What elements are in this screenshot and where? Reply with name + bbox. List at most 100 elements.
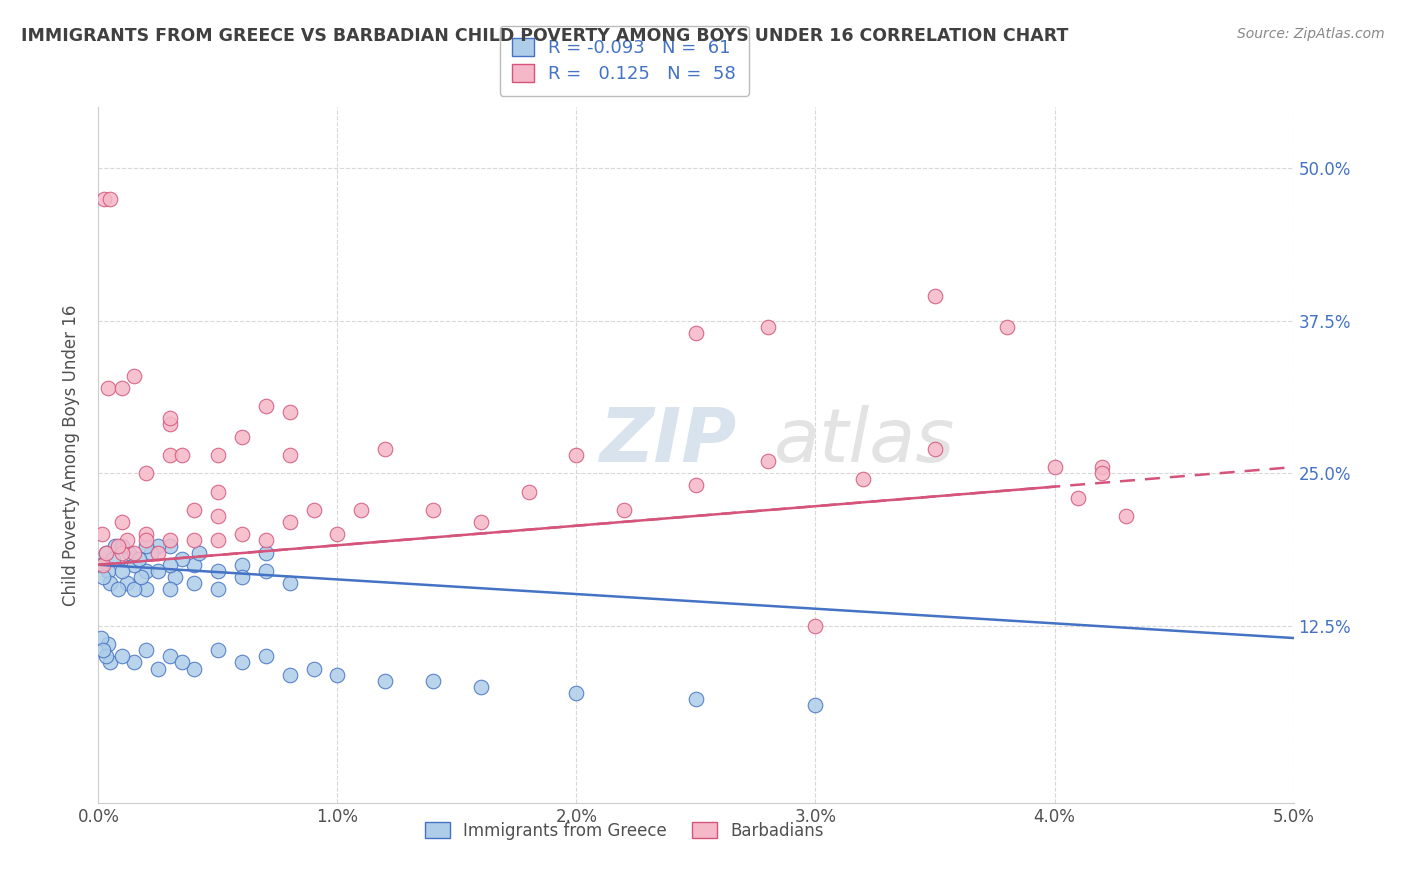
Point	[111, 540, 134, 554]
Point	[207, 533, 229, 548]
Point	[374, 673, 396, 688]
Point	[91, 558, 114, 572]
Point	[278, 576, 301, 591]
Point	[187, 545, 209, 559]
Point	[91, 570, 114, 584]
Point	[183, 661, 205, 675]
Point	[118, 545, 141, 559]
Point	[326, 527, 349, 541]
Point	[756, 454, 779, 468]
Point	[128, 551, 150, 566]
Point	[159, 582, 181, 597]
Point	[183, 558, 205, 572]
Point	[111, 649, 134, 664]
Point	[159, 558, 181, 572]
Point	[94, 649, 117, 664]
Point	[91, 527, 114, 541]
Point	[124, 656, 146, 670]
Point	[207, 448, 229, 462]
Point	[254, 533, 277, 548]
Point	[254, 545, 277, 559]
Point	[1091, 467, 1114, 481]
Text: ZIP: ZIP	[600, 404, 738, 477]
Point	[98, 576, 122, 591]
Point	[115, 576, 138, 591]
Point	[183, 576, 205, 591]
Point	[159, 417, 181, 432]
Point	[1043, 460, 1066, 475]
Point	[565, 448, 588, 462]
Point	[94, 545, 117, 559]
Point	[159, 448, 181, 462]
Point	[135, 533, 157, 548]
Point	[1067, 491, 1090, 505]
Point	[924, 289, 946, 303]
Point	[172, 448, 194, 462]
Point	[302, 503, 325, 517]
Point	[159, 411, 181, 425]
Point	[374, 442, 396, 456]
Point	[278, 515, 301, 529]
Point	[278, 667, 301, 681]
Point	[231, 656, 253, 670]
Point	[111, 545, 134, 559]
Point	[254, 649, 277, 664]
Point	[231, 558, 253, 572]
Point	[231, 429, 253, 443]
Point	[124, 558, 146, 572]
Point	[97, 637, 120, 651]
Point	[1091, 460, 1114, 475]
Point	[1115, 508, 1137, 523]
Point	[804, 619, 827, 633]
Point	[163, 570, 186, 584]
Point	[97, 381, 120, 395]
Point	[517, 484, 540, 499]
Point	[231, 527, 253, 541]
Point	[685, 692, 707, 706]
Point	[148, 661, 170, 675]
Point	[207, 643, 229, 657]
Point	[111, 381, 134, 395]
Point	[135, 540, 157, 554]
Point	[159, 649, 181, 664]
Point	[91, 643, 114, 657]
Point	[756, 319, 779, 334]
Point	[852, 472, 875, 486]
Text: IMMIGRANTS FROM GREECE VS BARBADIAN CHILD POVERTY AMONG BOYS UNDER 16 CORRELATIO: IMMIGRANTS FROM GREECE VS BARBADIAN CHIL…	[21, 27, 1069, 45]
Point	[115, 533, 138, 548]
Point	[135, 527, 157, 541]
Point	[98, 192, 122, 206]
Point	[172, 656, 194, 670]
Point	[172, 551, 194, 566]
Point	[231, 570, 253, 584]
Point	[924, 442, 946, 456]
Point	[278, 448, 301, 462]
Point	[94, 545, 117, 559]
Point	[804, 698, 827, 713]
Point	[148, 545, 170, 559]
Point	[207, 564, 229, 578]
Point	[207, 582, 229, 597]
Point	[613, 503, 636, 517]
Point	[107, 582, 129, 597]
Point	[470, 680, 492, 694]
Point	[422, 503, 444, 517]
Point	[148, 564, 170, 578]
Text: Source: ZipAtlas.com: Source: ZipAtlas.com	[1237, 27, 1385, 41]
Point	[207, 508, 229, 523]
Point	[135, 564, 157, 578]
Point	[470, 515, 492, 529]
Point	[148, 540, 170, 554]
Point	[93, 192, 115, 206]
Point	[183, 503, 205, 517]
Point	[135, 467, 157, 481]
Point	[159, 533, 181, 548]
Point	[422, 673, 444, 688]
Point	[97, 564, 120, 578]
Point	[565, 686, 588, 700]
Point	[124, 368, 146, 383]
Point	[685, 478, 707, 492]
Point	[90, 631, 112, 645]
Point	[302, 661, 325, 675]
Point	[207, 484, 229, 499]
